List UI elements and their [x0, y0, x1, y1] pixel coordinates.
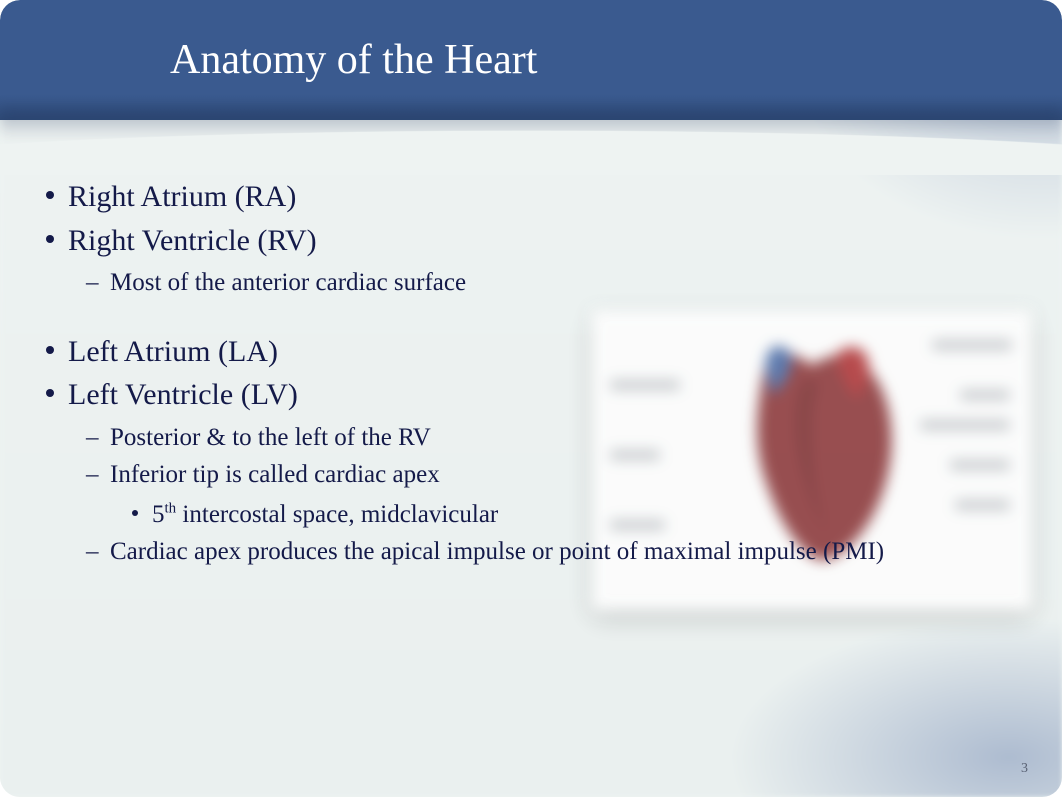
sub-bullet-text: Most of the anterior cardiac surface	[110, 269, 466, 296]
sub-list: Posterior & to the left of the RV Inferi…	[68, 419, 1002, 571]
bullet-list: Right Atrium (RA) Right Ventricle (RV) M…	[40, 175, 1002, 302]
sub-bullet-text: Inferior tip is called cardiac apex	[110, 461, 440, 488]
page-number: 3	[1021, 761, 1028, 777]
sub-bullet: Inferior tip is called cardiac apex 5th …	[68, 456, 1002, 533]
bullet-text: Right Ventricle (RV)	[68, 224, 317, 257]
sub-sub-list: 5th intercostal space, midclavicular	[110, 496, 1002, 534]
content-area: Right Atrium (RA) Right Ventricle (RV) M…	[40, 175, 1002, 571]
bullet-text: Right Atrium (RA)	[68, 180, 296, 213]
sub-list: Most of the anterior cardiac surface	[68, 264, 1002, 302]
bullet-text: Left Atrium (LA)	[68, 335, 278, 368]
bullet-la: Left Atrium (LA)	[40, 330, 1002, 374]
sub-bullet: Most of the anterior cardiac surface	[68, 264, 1002, 302]
bullet-list: Left Atrium (LA) Left Ventricle (LV) Pos…	[40, 330, 1002, 571]
sub-bullet: Posterior & to the left of the RV	[68, 419, 1002, 457]
bullet-ra: Right Atrium (RA)	[40, 175, 1002, 219]
sub-bullet-text: Posterior & to the left of the RV	[110, 424, 431, 451]
sub-bullet-text: Cardiac apex produces the apical impulse…	[110, 538, 884, 565]
sub-sub-text-prefix: 5	[152, 501, 165, 528]
sub-sub-text-suffix: intercostal space, midclavicular	[176, 501, 498, 528]
slide: Anatomy of the Heart Right Atrium (RA) R…	[0, 0, 1062, 797]
slide-title: Anatomy of the Heart	[170, 36, 537, 84]
superscript: th	[165, 500, 177, 516]
sub-bullet: Cardiac apex produces the apical impulse…	[68, 533, 1002, 571]
sub-sub-bullet: 5th intercostal space, midclavicular	[110, 496, 1002, 534]
title-band-curve	[0, 95, 1062, 175]
bullet-rv: Right Ventricle (RV) Most of the anterio…	[40, 219, 1002, 302]
bullet-lv: Left Ventricle (LV) Posterior & to the l…	[40, 373, 1002, 571]
spacer	[40, 302, 1002, 330]
bullet-text: Left Ventricle (LV)	[68, 378, 298, 411]
